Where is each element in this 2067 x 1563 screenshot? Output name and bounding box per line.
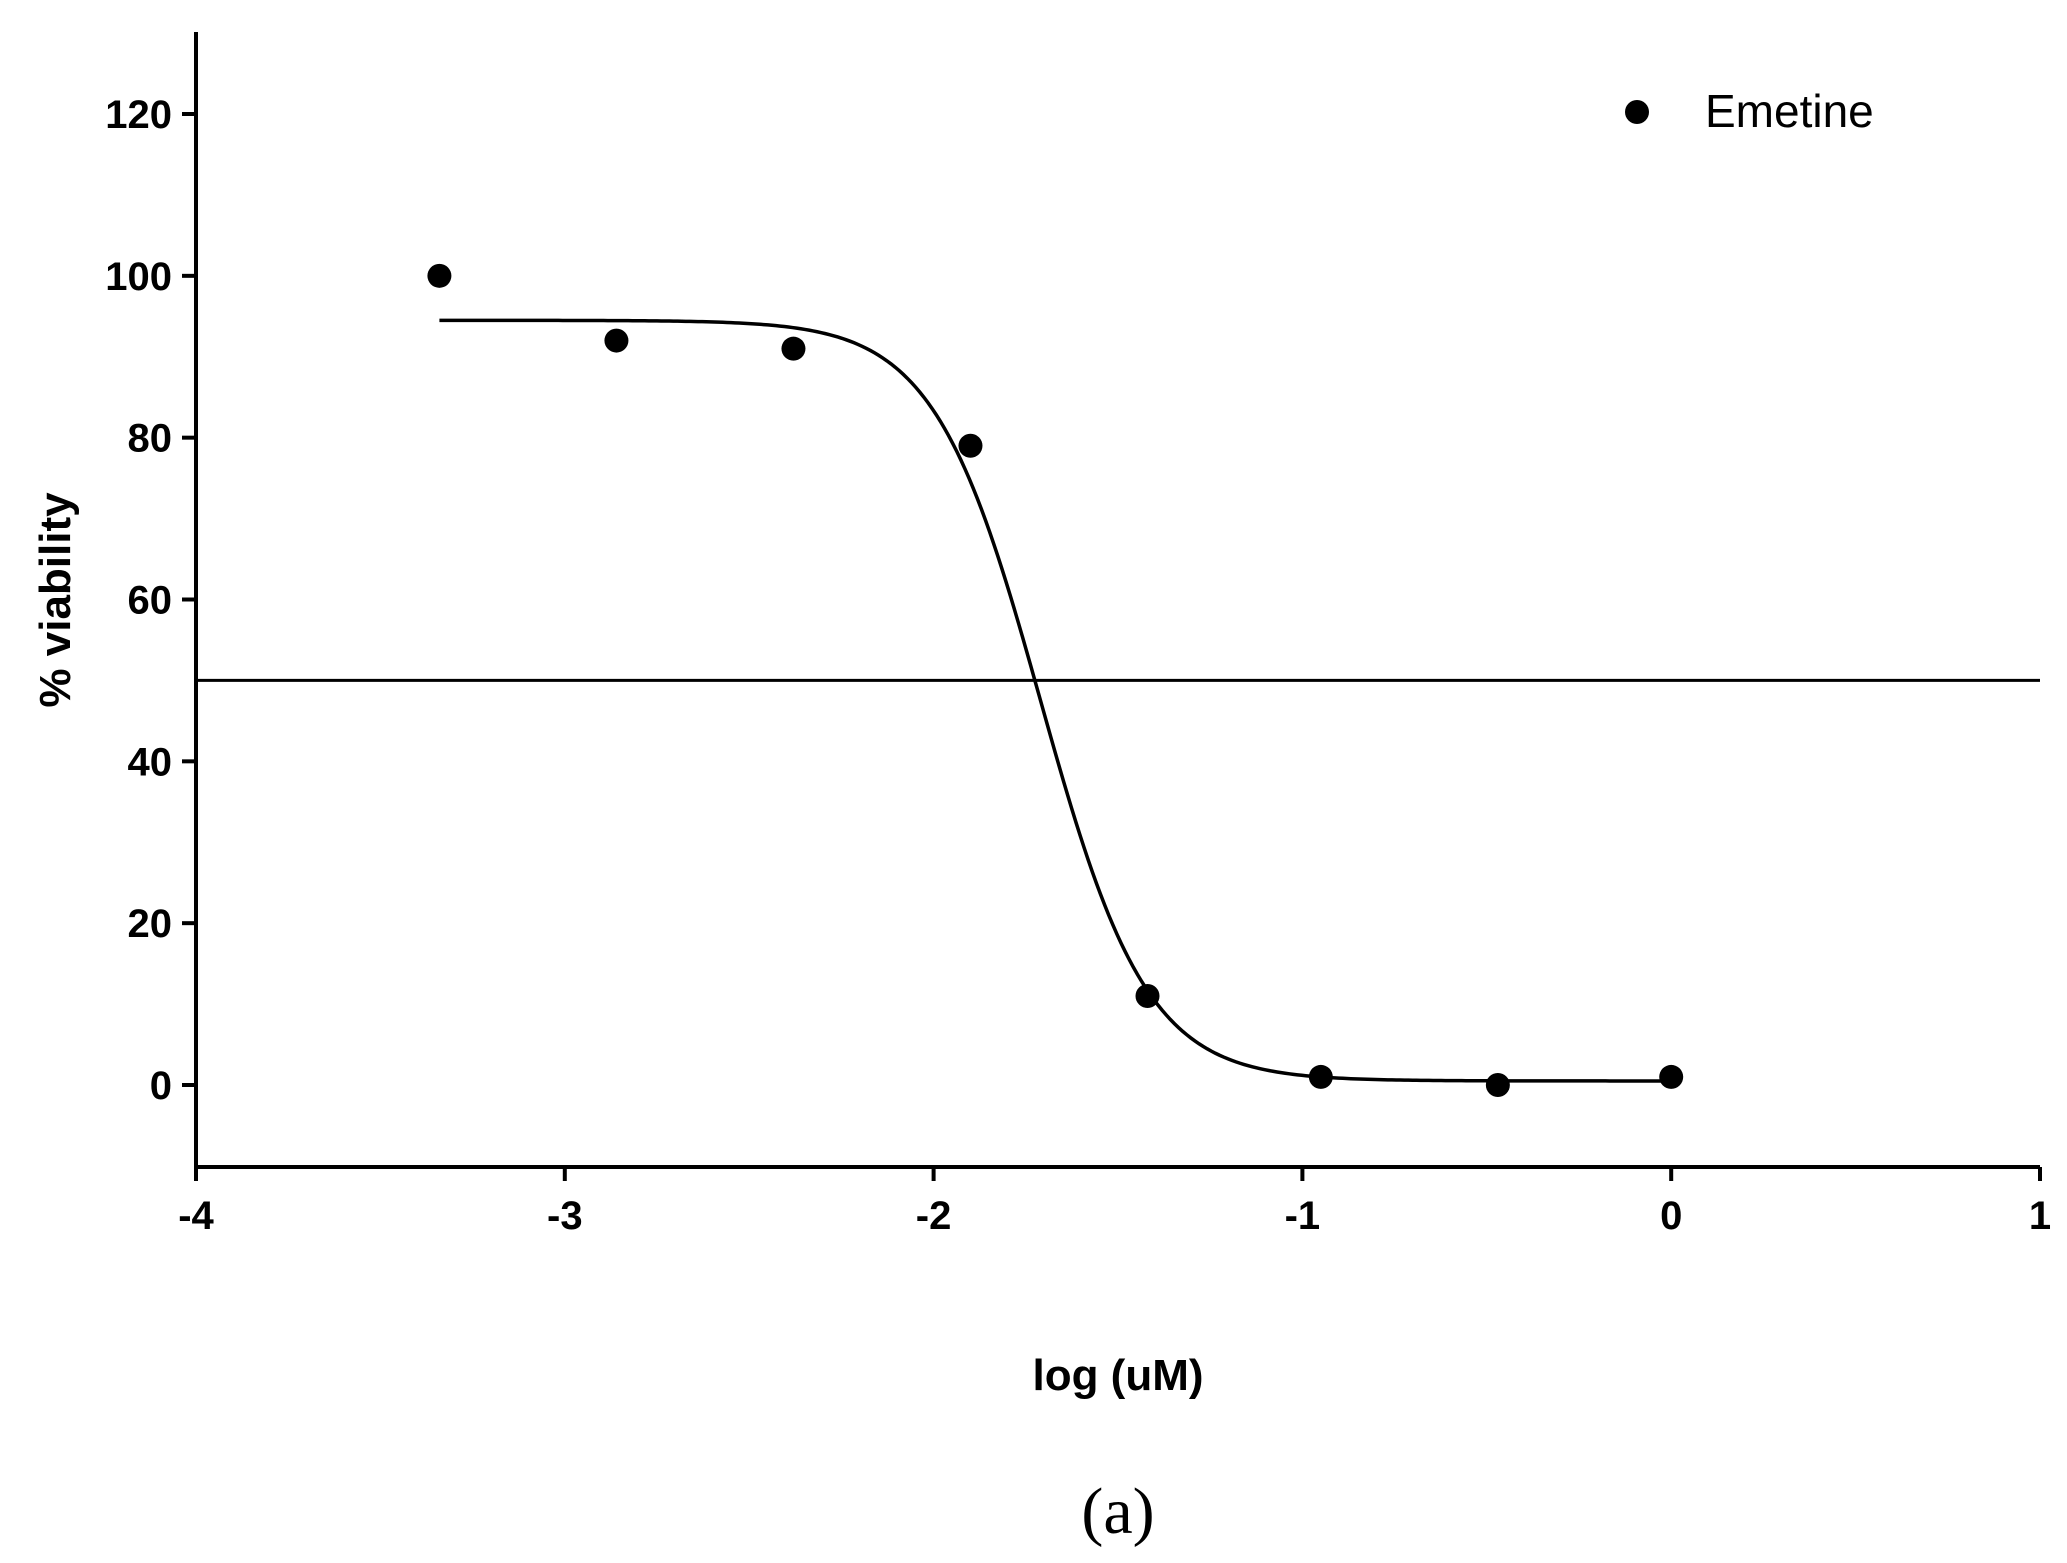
y-tick-label: 40 xyxy=(128,740,173,784)
data-point xyxy=(1659,1064,1684,1089)
data-point xyxy=(1485,1073,1510,1097)
data-point xyxy=(1308,1064,1333,1089)
legend-label: Emetine xyxy=(1705,85,1874,137)
y-tick-label: 120 xyxy=(105,93,172,137)
data-point xyxy=(958,433,983,458)
x-tick-label: -3 xyxy=(547,1194,583,1238)
x-tick-label: -4 xyxy=(178,1194,214,1238)
fit-curve-group xyxy=(439,318,1672,1083)
data-point xyxy=(781,336,806,361)
y-tick-label: 100 xyxy=(105,255,172,299)
y-tick-label: 20 xyxy=(128,902,173,946)
x-axis-title: log (uM) xyxy=(1032,1351,1203,1400)
y-tick-label: 0 xyxy=(150,1064,172,1108)
y-axis-title: % viability xyxy=(31,492,80,708)
data-point xyxy=(427,263,452,288)
x-tick-label: -2 xyxy=(916,1194,952,1238)
data-point xyxy=(1135,983,1160,1008)
legend-marker xyxy=(1625,100,1649,124)
x-tick-label: -1 xyxy=(1285,1194,1321,1238)
data-point xyxy=(604,328,629,353)
y-tick-label: 60 xyxy=(128,579,173,623)
x-axis-ticks: -4 -3 -2 -1 0 1 xyxy=(178,1167,2051,1238)
y-tick-label: 80 xyxy=(128,417,173,461)
fit-curve xyxy=(439,318,1672,1083)
data-points-group xyxy=(427,263,1684,1097)
legend: Emetine xyxy=(1625,85,1874,137)
panel-label: (a) xyxy=(1081,1475,1154,1548)
x-tick-label: 0 xyxy=(1660,1194,1682,1238)
x-tick-label: 1 xyxy=(2029,1194,2051,1238)
y-axis-ticks: 0 20 40 60 80 100 120 xyxy=(105,93,196,1108)
chart-axes xyxy=(194,32,2040,1169)
